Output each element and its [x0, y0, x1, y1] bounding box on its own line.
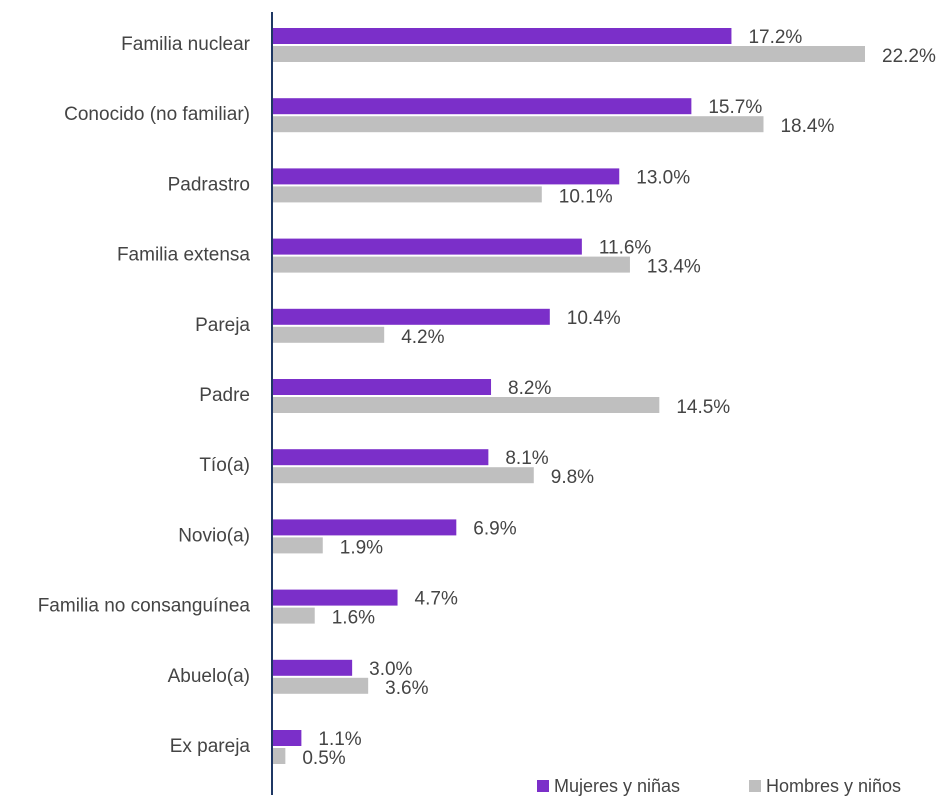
bar-hombres — [272, 397, 660, 413]
bar-hombres — [272, 748, 286, 764]
value-label-mujeres: 8.2% — [508, 378, 551, 399]
bar-mujeres — [272, 589, 398, 606]
bars — [272, 28, 865, 764]
category-label: Abuelo(a) — [168, 666, 250, 687]
category-label: Padrastro — [168, 174, 250, 195]
bar-mujeres — [272, 98, 692, 115]
value-label-hombres: 4.2% — [401, 327, 444, 348]
value-label-mujeres: 10.4% — [567, 308, 621, 329]
legend-label-mujeres: Mujeres y niñas — [554, 776, 680, 796]
bar-mujeres — [272, 730, 302, 746]
value-label-mujeres: 1.1% — [318, 729, 361, 750]
value-label-mujeres: 8.1% — [505, 448, 548, 469]
value-label-mujeres: 17.2% — [748, 27, 802, 48]
bar-mujeres — [272, 519, 457, 536]
category-label: Familia no consanguínea — [38, 596, 251, 617]
value-label-hombres: 13.4% — [647, 257, 701, 278]
category-label: Ex pareja — [170, 736, 251, 757]
value-label-hombres: 22.2% — [882, 46, 936, 67]
value-label-hombres: 18.4% — [780, 116, 834, 137]
bar-mujeres — [272, 659, 353, 676]
legend: Mujeres y niñas Hombres y niños — [537, 776, 901, 796]
legend-swatch-hombres — [749, 780, 761, 792]
bar-mujeres — [272, 308, 550, 325]
category-label: Familia extensa — [117, 245, 250, 266]
value-labels: 17.2% 22.2% 15.7% 18.4% 13.0% 10.1% 11.6%13.4%… — [302, 27, 936, 769]
value-label-mujeres: 3.0% — [369, 659, 412, 680]
value-label-mujeres: 15.7% — [708, 97, 762, 118]
bar-hombres — [272, 186, 542, 203]
value-label-mujeres: 4.7% — [415, 589, 458, 610]
value-label-hombres: 10.1% — [559, 186, 613, 207]
bar-mujeres — [272, 379, 492, 395]
value-label-mujeres: 13.0% — [636, 167, 690, 188]
category-label: Novio(a) — [178, 525, 250, 546]
bar-hombres — [272, 256, 630, 273]
value-label-hombres: 1.9% — [340, 537, 383, 558]
bar-mujeres — [272, 238, 582, 255]
category-labels: Familia nuclear Conocido (no familiar) Pad… — [38, 34, 251, 757]
value-label-mujeres: 6.9% — [473, 518, 516, 539]
legend-swatch-mujeres — [537, 780, 549, 792]
category-label: Tío(a) — [199, 455, 250, 476]
bar-hombres — [272, 537, 323, 554]
bar-hombres — [272, 326, 385, 343]
bar-mujeres — [272, 449, 489, 466]
value-label-hombres: 1.6% — [332, 608, 375, 629]
value-label-hombres: 9.8% — [551, 467, 594, 488]
bar-mujeres — [272, 168, 620, 185]
bar-hombres — [272, 677, 369, 694]
bar-hombres — [272, 467, 534, 484]
legend-label-hombres: Hombres y niños — [766, 776, 901, 796]
value-label-hombres: 0.5% — [302, 748, 345, 769]
category-label: Pareja — [195, 315, 250, 336]
category-label: Conocido (no familiar) — [64, 104, 250, 125]
value-label-hombres: 14.5% — [676, 397, 730, 418]
category-label: Familia nuclear — [121, 34, 250, 55]
value-label-hombres: 3.6% — [385, 678, 428, 699]
bar-hombres — [272, 46, 865, 62]
bar-hombres — [272, 116, 764, 133]
value-label-mujeres: 11.6% — [599, 238, 652, 259]
bar-hombres — [272, 607, 315, 624]
bar-mujeres — [272, 28, 732, 44]
category-label: Padre — [199, 385, 250, 406]
